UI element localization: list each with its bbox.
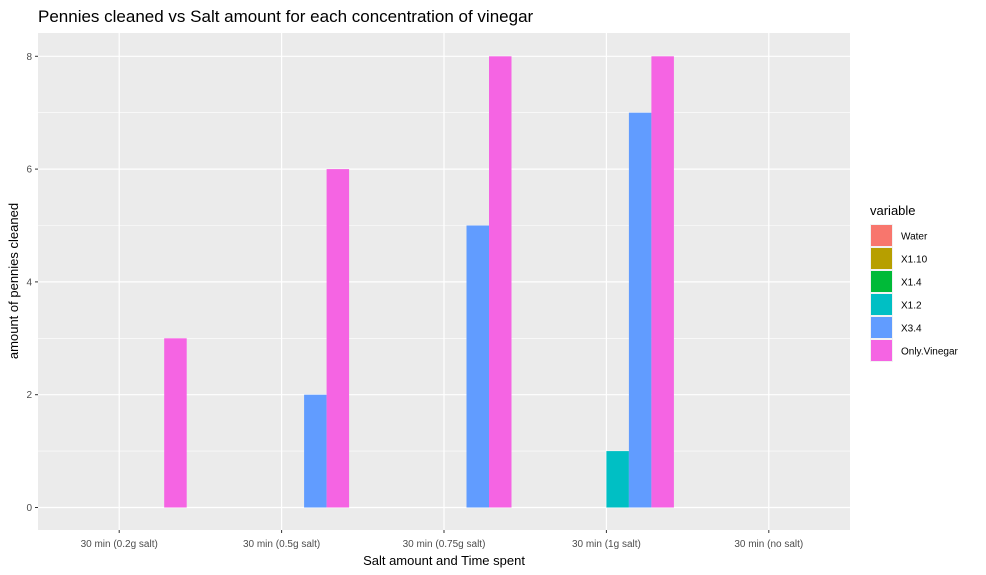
legend: variable Water X1.10 X1.4 X1.2 X3.4 Only.Vine… [870,203,959,362]
bar [164,338,187,508]
legend-label: X3.4 [901,324,922,335]
legend-items: Water X1.10 X1.4 X1.2 X3.4 Only.Vinegar [870,224,959,362]
y-axis: 0 2 4 6 8 [26,52,38,514]
x-tick-label: 30 min (0.2g salt) [81,539,158,550]
legend-key [871,340,892,361]
x-axis-title: Salt amount and Time spent [363,553,525,568]
legend-label: Water [901,232,928,243]
grid-lines [38,33,850,530]
legend-key [871,317,892,338]
legend-key [871,225,892,246]
legend-label: X1.4 [901,278,922,289]
legend-key [871,271,892,292]
x-tick-label: 30 min (0.75g salt) [403,539,486,550]
y-tick-label: 0 [26,503,32,514]
bar [628,112,652,508]
legend-label: X1.2 [901,301,922,312]
bar [651,56,674,508]
y-axis-title: amount of pennies cleaned [6,203,21,359]
y-tick-label: 8 [26,52,32,63]
x-axis: 30 min (0.2g salt) 30 min (0.5g salt) 30 m… [81,530,803,550]
bar [606,451,629,508]
x-tick-label: 30 min (1g salt) [572,539,641,550]
bars-layer [164,56,674,508]
legend-key [871,294,892,315]
bar [326,169,350,508]
bar [466,225,489,508]
legend-key [871,248,892,269]
y-tick-label: 2 [26,390,32,401]
bar [304,394,327,508]
legend-label: Only.Vinegar [901,347,959,358]
legend-label: X1.10 [901,255,928,266]
y-tick-label: 6 [26,165,32,176]
chart-title: Pennies cleaned vs Salt amount for each … [38,7,534,26]
legend-title: variable [870,203,916,218]
y-tick-label: 4 [26,277,32,288]
x-tick-label: 30 min (no salt) [734,539,803,550]
bar [489,56,512,508]
x-tick-label: 30 min (0.5g salt) [243,539,320,550]
